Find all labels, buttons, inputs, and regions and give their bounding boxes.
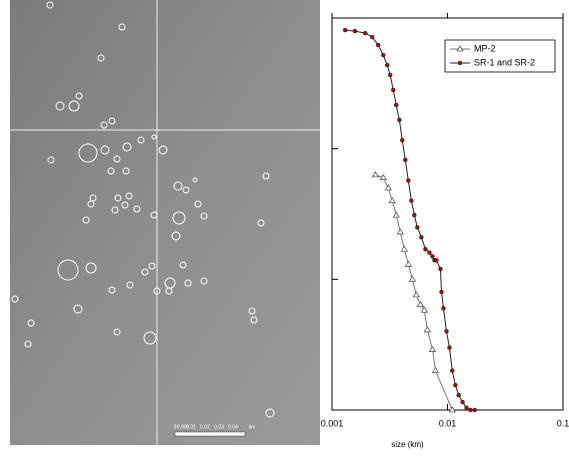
x-tick-label: 0.001 <box>321 418 344 428</box>
legend-label: SR-1 and SR-2 <box>474 57 535 67</box>
x-tick-label: 0.1 <box>557 418 569 428</box>
data-point <box>353 29 357 33</box>
data-point <box>464 406 468 410</box>
data-point <box>457 393 461 397</box>
scale-label: 0.04 <box>228 424 238 430</box>
data-point <box>415 225 419 229</box>
data-point <box>430 254 434 258</box>
data-point <box>412 213 416 217</box>
data-point <box>385 63 389 67</box>
legend-label: MP-2 <box>474 43 496 53</box>
scale-label: 0.03 <box>214 424 224 430</box>
data-point <box>394 103 398 107</box>
data-point <box>444 329 448 333</box>
page: {"image": {"scale_labels": ["0", "0.005"… <box>0 0 569 455</box>
figure: 00.0050.010.020.030.04km 0.0010.010.1siz… <box>0 0 569 455</box>
data-point <box>468 408 472 412</box>
data-point <box>453 383 457 387</box>
data-point <box>363 31 367 35</box>
data-point <box>370 35 374 39</box>
data-point <box>439 290 443 294</box>
data-point <box>400 138 404 142</box>
scale-label: 0.01 <box>186 424 196 430</box>
image-background <box>10 0 320 445</box>
data-point <box>473 408 477 412</box>
legend-marker <box>458 61 462 65</box>
data-point <box>403 158 407 162</box>
data-point <box>441 306 445 310</box>
data-point <box>438 267 442 271</box>
data-point <box>447 346 451 350</box>
data-point <box>423 247 427 251</box>
data-point <box>397 118 401 122</box>
x-axis-label: size (km) <box>391 440 424 449</box>
plot-frame <box>332 18 563 410</box>
data-point <box>450 369 454 373</box>
data-point <box>427 251 431 255</box>
plot: 0.001 0.01 0.1 size (km) MP-2 SR-1 and SR-2 <box>321 13 569 449</box>
data-point <box>409 199 413 203</box>
x-tick-label: 0.01 <box>439 418 457 428</box>
scale-label: 0.02 <box>200 424 210 430</box>
data-point <box>461 400 465 404</box>
data-point <box>419 235 423 239</box>
scale-bar <box>175 432 245 436</box>
data-point <box>406 179 410 183</box>
data-point <box>381 53 385 57</box>
data-point <box>343 28 347 32</box>
data-point <box>391 88 395 92</box>
scale-label: km <box>249 424 256 430</box>
data-point <box>434 258 438 262</box>
data-point <box>376 43 380 47</box>
data-point <box>388 73 392 77</box>
